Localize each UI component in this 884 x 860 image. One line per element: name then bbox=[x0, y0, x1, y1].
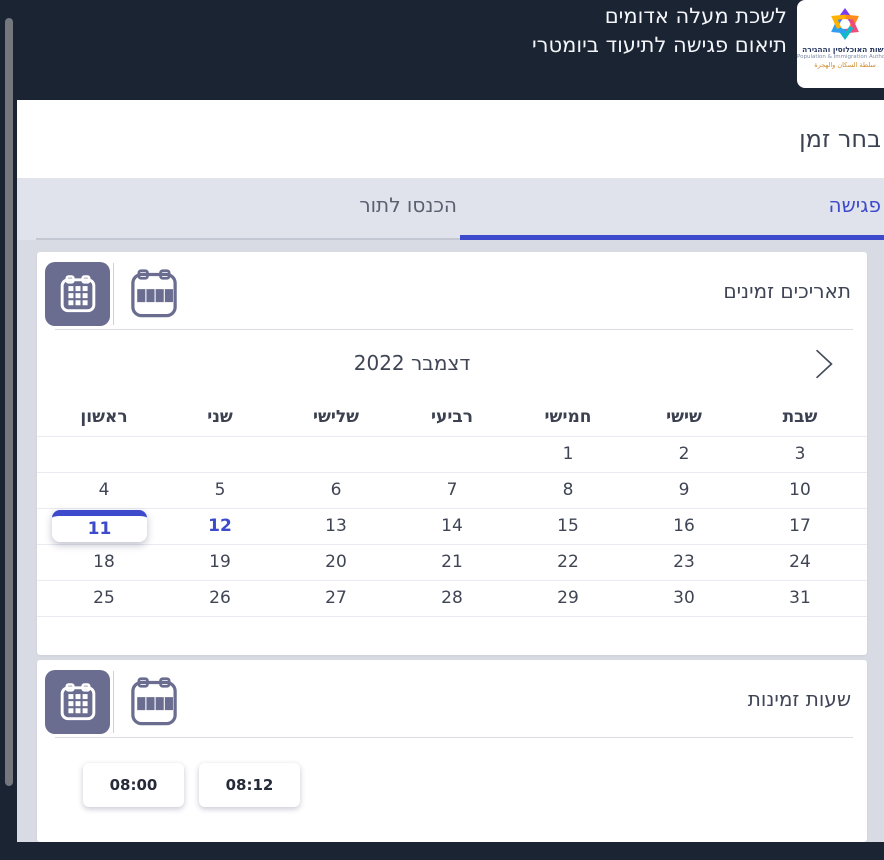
selected-day-pill[interactable]: 11 bbox=[52, 510, 147, 542]
calendar-day-cell[interactable]: 7 bbox=[446, 480, 458, 500]
authority-logo: רשות האוכלוסין וההגירה Population & Immi… bbox=[797, 0, 884, 88]
available-dates-card: תאריכים זמינים דצמבר 2022 ראשון שני שלישי ר… bbox=[37, 252, 867, 655]
title-bar: בחר זמן bbox=[17, 100, 884, 178]
calendar-week-icon bbox=[130, 677, 177, 726]
star-of-david-arrows-icon bbox=[831, 7, 859, 41]
tab-enter-queue[interactable]: הכנסו לתור bbox=[36, 178, 460, 240]
calendar-day-cell[interactable]: 16 bbox=[673, 516, 695, 536]
hours-section-title: שעות זמינות bbox=[747, 687, 851, 711]
time-slots-row: 08:00 08:12 bbox=[37, 738, 867, 807]
day-header: שישי bbox=[666, 407, 702, 427]
tab-bar: פגישה הכנסו לתור bbox=[17, 178, 884, 240]
calendar-day-cell[interactable]: 25 bbox=[93, 588, 115, 608]
scrollbar-thumb[interactable] bbox=[5, 18, 13, 786]
calendar-day-cell[interactable]: 28 bbox=[441, 588, 463, 608]
calendar-week-row: 4 5 6 7 8 9 10 bbox=[37, 473, 867, 509]
calendar-day-cell bbox=[394, 437, 510, 472]
month-nav-row: דצמבר 2022 bbox=[37, 330, 867, 396]
time-slot-button[interactable]: 08:00 bbox=[83, 763, 184, 807]
calendar-week-icon bbox=[130, 269, 177, 318]
calendar-day-cell[interactable]: 27 bbox=[325, 588, 347, 608]
calendar-day-cell[interactable]: 11 bbox=[46, 509, 162, 544]
dates-card-header: תאריכים זמינים bbox=[37, 252, 867, 330]
calendar-day-cell[interactable]: 2 bbox=[678, 444, 690, 464]
calendar-day-cell[interactable]: 10 bbox=[789, 480, 811, 500]
calendar-week-row: 25 26 27 28 29 30 31 bbox=[37, 581, 867, 617]
calendar-grid-icon bbox=[60, 683, 95, 721]
header-office-title: לשכת מעלה אדומים bbox=[604, 4, 787, 28]
calendar-day-cell[interactable]: 26 bbox=[209, 588, 231, 608]
calendar-day-cell[interactable]: 23 bbox=[673, 552, 695, 572]
calendar-day-cell[interactable]: 22 bbox=[557, 552, 579, 572]
day-header: שלישי bbox=[312, 407, 360, 427]
tab-enter-queue-label: הכנסו לתור bbox=[359, 193, 457, 217]
calendar-week-row: 18 19 20 21 22 23 24 bbox=[37, 545, 867, 581]
calendar-day-cell[interactable]: 6 bbox=[330, 480, 342, 500]
logo-english-name: Population & Immigration Authority bbox=[797, 54, 884, 60]
calendar-week-row: 1 2 3 bbox=[37, 436, 867, 473]
dates-week-view-button[interactable] bbox=[121, 262, 186, 326]
hours-card-header: שעות זמינות bbox=[37, 660, 867, 738]
calendar-day-cell[interactable]: 13 bbox=[325, 516, 347, 536]
calendar-day-cell[interactable]: 9 bbox=[678, 480, 690, 500]
calendar-week-row: 11 12 13 14 15 16 17 bbox=[37, 509, 867, 545]
calendar-day-cell bbox=[278, 437, 394, 472]
view-toggle-divider bbox=[113, 671, 114, 733]
dates-month-view-button[interactable] bbox=[45, 262, 110, 326]
chevron-right-icon[interactable] bbox=[810, 347, 838, 381]
logo-arabic-name: سلطة السكان والهجرة bbox=[814, 61, 876, 69]
calendar-grid-icon bbox=[60, 275, 95, 313]
calendar-day-cell[interactable]: 1 bbox=[562, 444, 574, 464]
calendar-day-cell[interactable]: 24 bbox=[789, 552, 811, 572]
tab-appointment-label: פגישה bbox=[828, 193, 881, 217]
available-hours-card: שעות זמינות 08:00 08:12 bbox=[37, 660, 867, 842]
tab-appointment[interactable]: פגישה bbox=[460, 178, 884, 240]
logo-hebrew-name: רשות האוכלוסין וההגירה bbox=[802, 45, 884, 54]
calendar-day-cell[interactable]: 4 bbox=[98, 480, 110, 500]
day-header: רביעי bbox=[431, 407, 473, 427]
calendar-day-cell[interactable]: 14 bbox=[441, 516, 463, 536]
day-header: ראשון bbox=[80, 407, 128, 427]
calendar-day-cell[interactable]: 20 bbox=[325, 552, 347, 572]
header-service-title: תיאום פגישה לתיעוד ביומטרי bbox=[531, 33, 787, 57]
calendar-day-cell[interactable]: 29 bbox=[557, 588, 579, 608]
day-header: חמישי bbox=[544, 407, 592, 427]
calendar-day-cell bbox=[162, 437, 278, 472]
calendar-day-cell[interactable]: 3 bbox=[794, 444, 806, 464]
dates-grid: 1 2 3 4 5 6 7 8 9 10 11 12 13 14 15 16 17 18 19 20 21 22 23 24 2… bbox=[37, 436, 867, 617]
main-content: בחר זמן פגישה הכנסו לתור bbox=[17, 100, 884, 842]
calendar-day-cell bbox=[46, 437, 162, 472]
time-slot-button[interactable]: 08:12 bbox=[199, 763, 300, 807]
calendar-day-cell[interactable]: 12 bbox=[208, 516, 232, 536]
calendar-day-cell[interactable]: 30 bbox=[673, 588, 695, 608]
hours-week-view-button[interactable] bbox=[121, 670, 186, 734]
calendar-day-cell[interactable]: 31 bbox=[789, 588, 811, 608]
calendar-day-cell[interactable]: 21 bbox=[441, 552, 463, 572]
month-label: דצמבר 2022 bbox=[353, 351, 471, 375]
hours-month-view-button[interactable] bbox=[45, 670, 110, 734]
calendar-day-cell[interactable]: 5 bbox=[214, 480, 226, 500]
day-headers-row: ראשון שני שלישי רביעי חמישי שישי שבת bbox=[37, 396, 867, 436]
dates-section-title: תאריכים זמינים bbox=[723, 279, 851, 303]
day-header: שבת bbox=[782, 407, 818, 427]
calendar-day-cell[interactable]: 19 bbox=[209, 552, 231, 572]
page-title: בחר זמן bbox=[799, 125, 881, 153]
day-header: שני bbox=[207, 407, 233, 427]
calendar-day-cell[interactable]: 8 bbox=[562, 480, 574, 500]
calendar-day-cell[interactable]: 17 bbox=[789, 516, 811, 536]
view-toggle-divider bbox=[113, 263, 114, 325]
calendar-day-cell[interactable]: 15 bbox=[557, 516, 579, 536]
calendar-day-cell[interactable]: 18 bbox=[93, 552, 115, 572]
header-text-block: לשכת מעלה אדומים תיאום פגישה לתיעוד ביומ… bbox=[532, 2, 787, 60]
